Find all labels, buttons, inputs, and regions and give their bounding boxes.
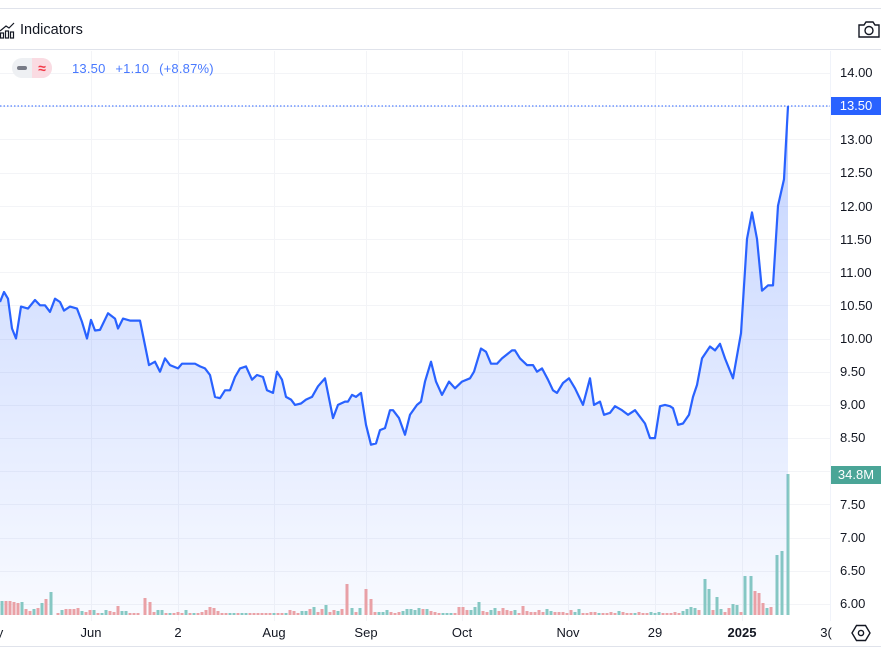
settings-hexagon-icon[interactable]	[850, 622, 872, 644]
indicators-label: Indicators	[20, 21, 83, 38]
price-tick: 9.50	[840, 364, 866, 379]
price-tick: 11.00	[840, 265, 872, 280]
price-area-fill	[0, 106, 788, 615]
series-legend: ≈ 13.50 +1.10 (+8.87%)	[12, 58, 220, 78]
time-tick: 2	[174, 625, 182, 640]
bottom-border	[0, 646, 881, 647]
line-style-dash-icon[interactable]	[12, 58, 32, 78]
price-tick: 9.00	[840, 397, 866, 412]
legend-change-percent: (+8.87%)	[159, 60, 214, 76]
time-tick: Jun	[80, 625, 102, 640]
price-tick: 7.50	[840, 497, 866, 512]
time-tick: Sep	[354, 625, 378, 640]
price-tick: 10.50	[840, 298, 873, 313]
price-tick: 13.00	[840, 132, 873, 147]
volume-badge: 34.8M	[831, 466, 881, 484]
price-tick: 12.50	[840, 165, 873, 180]
camera-snapshot-icon[interactable]	[857, 18, 881, 40]
bottom-strip	[0, 647, 881, 661]
time-tick: 3(	[820, 625, 832, 640]
price-tick: 6.50	[840, 563, 866, 578]
price-tick: 7.00	[840, 530, 866, 545]
legend-last-price: 13.50	[72, 60, 106, 76]
last-price-badge: 13.50	[831, 97, 881, 115]
price-tick: 6.00	[840, 596, 866, 611]
approx-symbol-icon[interactable]: ≈	[32, 58, 52, 78]
time-tick: y	[0, 625, 4, 640]
time-axis[interactable]: y Jun 2 Aug Sep Oct Nov 29 2025 3(	[0, 621, 832, 645]
indicators-chart-icon	[0, 22, 15, 39]
price-tick: 11.50	[840, 232, 872, 247]
price-line	[0, 106, 790, 446]
time-tick: Aug	[262, 625, 286, 640]
indicators-button[interactable]: Indicators	[0, 15, 87, 45]
price-tick: 10.00	[840, 331, 873, 346]
legend-values: 13.50 +1.10 (+8.87%)	[72, 61, 220, 76]
legend-change: +1.10	[115, 60, 150, 76]
time-tick: Oct	[451, 625, 473, 640]
time-tick: Nov	[556, 625, 580, 640]
time-tick: 2025	[727, 625, 757, 640]
series-style-toggle[interactable]: ≈	[12, 58, 52, 78]
price-tick: 12.00	[840, 199, 873, 214]
price-tick: 8.50	[840, 430, 866, 445]
price-tick: 14.00	[840, 65, 873, 80]
top-strip	[0, 0, 881, 9]
time-tick: 29	[647, 625, 663, 640]
chart-toolbar: Indicators	[0, 10, 881, 50]
